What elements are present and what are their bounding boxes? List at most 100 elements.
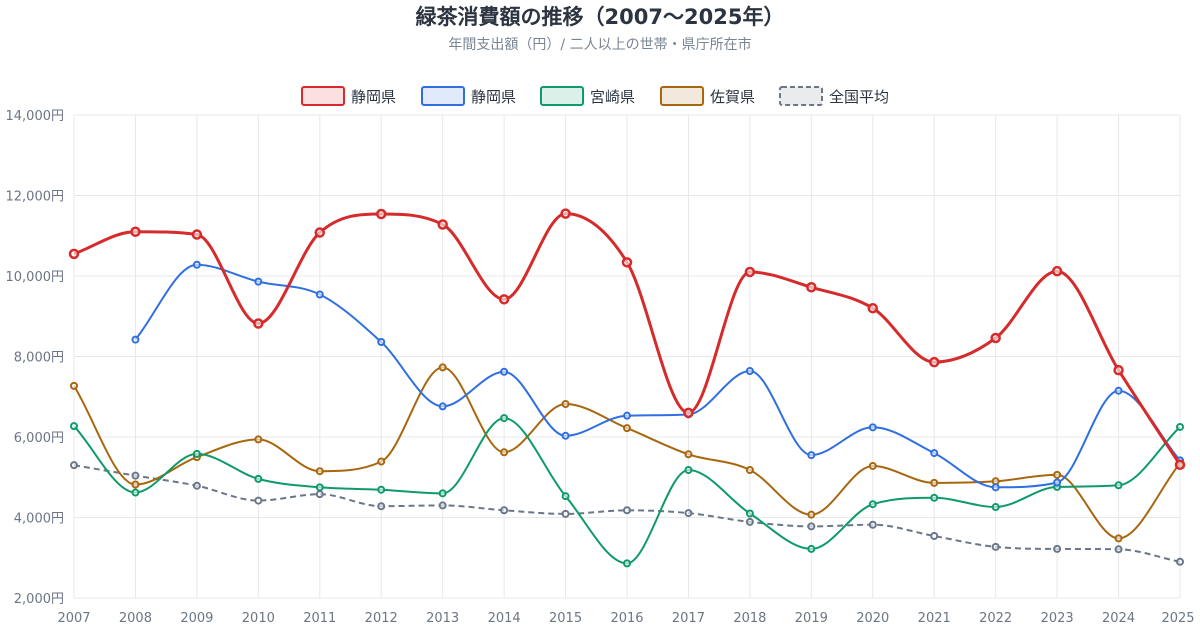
data-point — [438, 489, 447, 498]
data-point — [68, 248, 80, 260]
legend-swatch — [301, 86, 345, 106]
x-tick-label: 2024 — [1102, 611, 1135, 626]
data-point — [807, 451, 816, 460]
y-tick-label: 4,000円 — [14, 512, 64, 527]
series-line — [134, 263, 1181, 489]
data-point — [315, 490, 324, 499]
y-tick-label: 14,000円 — [6, 109, 65, 124]
legend-item[interactable]: 静岡県 — [421, 86, 516, 106]
data-point — [254, 474, 263, 483]
y-tick-label: 6,000円 — [14, 431, 64, 446]
data-point — [1051, 265, 1063, 277]
legend-label: 宮崎県 — [590, 88, 635, 106]
data-point — [930, 478, 939, 487]
data-point — [377, 457, 386, 466]
data-point — [314, 227, 326, 238]
data-point — [70, 461, 78, 470]
data-point — [745, 517, 754, 526]
data-point — [498, 294, 510, 305]
data-point — [253, 318, 264, 329]
data-point — [192, 260, 201, 269]
data-point — [623, 506, 631, 515]
data-point — [130, 226, 141, 237]
data-point — [437, 219, 448, 230]
data-point — [928, 356, 940, 368]
data-point — [131, 471, 140, 480]
legend-item[interactable]: 静岡県 — [301, 86, 396, 106]
data-point — [377, 338, 386, 347]
data-point — [623, 559, 631, 568]
legend-item[interactable]: 全国平均 — [779, 86, 889, 106]
data-point — [867, 302, 879, 314]
data-point — [868, 500, 877, 509]
data-point — [990, 332, 1001, 344]
x-axis: 2007 2008 2009 2010 2011 2012 2013 2014 2015 2016… — [57, 611, 1194, 626]
data-point — [191, 229, 203, 240]
x-tick-label: 2015 — [549, 611, 582, 626]
legend-label: 佐賀県 — [710, 88, 755, 106]
data-point — [315, 290, 324, 299]
legend-swatch — [540, 86, 584, 106]
data-point — [70, 381, 78, 390]
y-axis: 2,000円 4,000円 6,000円 8,000円 10,000円 12,000円 14… — [6, 109, 65, 607]
x-tick-label: 2025 — [1161, 611, 1194, 626]
data-point — [1113, 364, 1124, 376]
data-point — [806, 282, 817, 293]
data-point — [560, 208, 571, 219]
x-tick-label: 2021 — [918, 611, 951, 626]
data-point — [377, 502, 386, 511]
data-point — [745, 509, 754, 518]
legend-swatch — [421, 86, 465, 106]
legend-swatch — [779, 86, 823, 106]
legend: 静岡県 静岡県 宮崎県 佐賀県 全国平均 — [301, 86, 889, 106]
data-point — [991, 503, 1000, 512]
data-point — [744, 266, 756, 278]
chart-subtitle: 年間支出額（円）/ 二人以上の世帯・県庁所在市 — [448, 36, 751, 53]
legend-item[interactable]: 宮崎県 — [540, 86, 635, 106]
data-point — [70, 422, 78, 431]
data-point — [438, 363, 447, 372]
data-point — [131, 335, 140, 344]
x-tick-label: 2008 — [119, 611, 152, 626]
x-tick-label: 2023 — [1041, 611, 1074, 626]
legend-item[interactable]: 佐賀県 — [660, 86, 755, 106]
legend-label: 静岡県 — [471, 88, 516, 106]
x-tick-label: 2010 — [242, 611, 275, 626]
x-tick-label: 2014 — [488, 611, 521, 626]
data-point — [377, 485, 386, 494]
x-tick-label: 2020 — [856, 611, 889, 626]
data-point — [807, 510, 816, 519]
data-point — [745, 466, 754, 475]
data-point — [621, 257, 633, 268]
data-point — [375, 208, 387, 220]
data-point — [500, 506, 509, 515]
x-tick-label: 2012 — [365, 611, 398, 626]
data-point — [868, 520, 877, 529]
series-group — [68, 208, 1186, 568]
data-point — [1114, 386, 1123, 395]
data-point — [192, 449, 201, 458]
chart-title: 緑茶消費額の推移（2007〜2025年） — [416, 5, 785, 29]
data-point — [1053, 478, 1062, 487]
data-point — [1053, 544, 1062, 553]
y-tick-label: 12,000円 — [6, 190, 65, 205]
data-point — [315, 483, 324, 492]
data-point — [745, 366, 754, 375]
data-point — [254, 435, 263, 444]
data-point — [930, 449, 939, 458]
data-point — [315, 467, 324, 476]
series-2 — [70, 414, 1184, 568]
data-point — [131, 488, 140, 497]
legend-swatch — [660, 86, 704, 106]
x-tick-label: 2011 — [303, 611, 336, 626]
data-point — [561, 509, 570, 518]
data-point — [131, 480, 140, 489]
data-point — [868, 423, 877, 432]
data-point — [683, 407, 694, 419]
data-point — [561, 399, 570, 408]
data-point — [561, 431, 570, 440]
data-point — [1176, 557, 1184, 566]
data-point — [1114, 481, 1123, 490]
legend-label: 静岡県 — [351, 88, 396, 106]
